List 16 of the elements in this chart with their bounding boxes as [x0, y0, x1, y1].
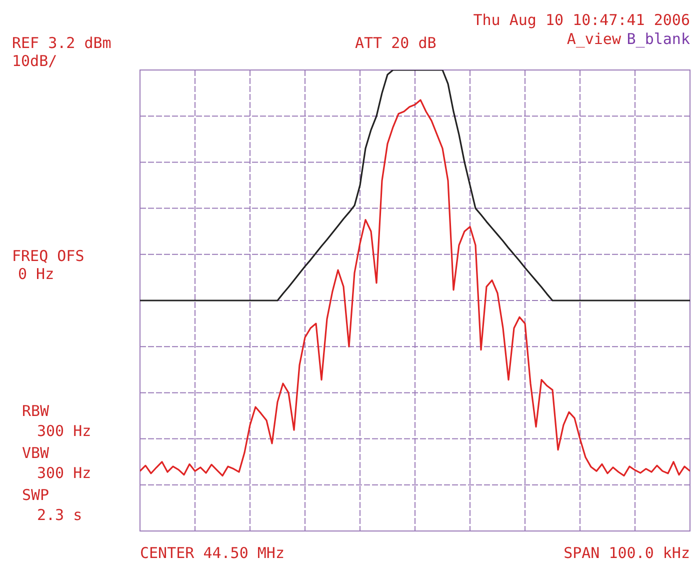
- text: CENTER 44.50 MHz: [140, 544, 284, 562]
- text: 0 Hz: [18, 265, 54, 283]
- text: B_blank: [626, 30, 690, 48]
- text: RBW: [22, 402, 50, 420]
- text: REF 3.2 dBm: [12, 34, 112, 52]
- text: 300 Hz: [37, 464, 92, 482]
- text: 300 Hz: [37, 422, 92, 440]
- text: 2.3 s: [37, 506, 82, 524]
- text: SWP: [22, 486, 50, 504]
- text: 10dB/: [12, 52, 58, 70]
- text: SPAN 100.0 kHz: [564, 544, 690, 562]
- text: A_view: [566, 30, 621, 48]
- text: VBW: [22, 444, 50, 462]
- text: ATT 20 dB: [355, 34, 436, 52]
- text: FREQ OFS: [12, 247, 84, 265]
- text: Thu Aug 10 10:47:41 2006: [473, 11, 690, 29]
